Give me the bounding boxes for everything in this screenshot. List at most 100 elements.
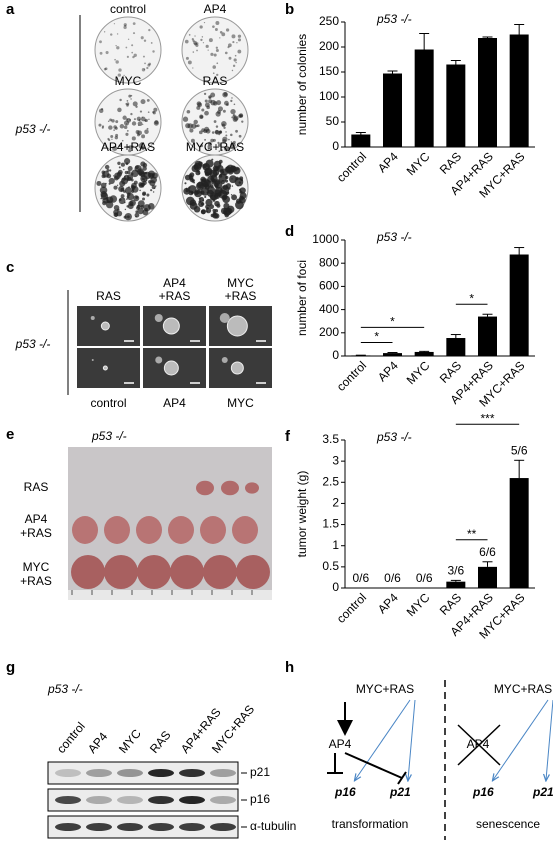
colony: [139, 110, 143, 113]
row-label: +RAS: [20, 574, 52, 588]
colony: [114, 135, 119, 140]
tumor: [168, 516, 194, 544]
colony: [113, 125, 117, 129]
panel-label: c: [6, 259, 14, 276]
colony: [110, 33, 113, 36]
colony: [132, 101, 138, 107]
colony: [212, 72, 215, 75]
colony: [235, 169, 237, 172]
colony: [142, 166, 147, 171]
colony: [209, 192, 219, 201]
band: [86, 796, 112, 804]
colony: [219, 30, 223, 34]
lane-label: control: [54, 719, 88, 756]
significance-label: ***: [480, 411, 494, 425]
colony: [118, 144, 122, 148]
colony: [133, 195, 140, 202]
colony: [204, 110, 209, 116]
y-tick-label: 1000: [312, 232, 339, 246]
colony: [146, 98, 150, 102]
colony: [118, 166, 121, 169]
colony: [105, 196, 109, 200]
colony: [229, 175, 237, 184]
colony: [203, 21, 206, 24]
incidence-label: 0/6: [352, 571, 369, 585]
x-tick-label: control: [334, 358, 369, 393]
colony: [115, 120, 119, 124]
colony: [237, 49, 242, 54]
tumor: [72, 516, 98, 544]
caption: senescence: [476, 817, 540, 831]
colony: [130, 98, 132, 100]
colony: [100, 321, 110, 331]
colony: [205, 198, 213, 206]
colony: [204, 102, 210, 108]
colony: [101, 125, 105, 128]
colony: [222, 136, 228, 142]
colony: [194, 35, 196, 37]
incidence-label: 0/6: [416, 571, 433, 585]
colony: [221, 123, 225, 127]
x-tick-label: AP4: [375, 149, 401, 175]
colony: [208, 95, 212, 99]
column-label: RAS: [96, 289, 121, 303]
colony: [237, 34, 242, 38]
colony: [219, 162, 222, 165]
colony: [230, 194, 233, 196]
colony: [114, 172, 121, 180]
colony: [231, 194, 238, 201]
colony: [123, 74, 125, 77]
y-tick-label: 1.5: [322, 517, 339, 531]
colony: [140, 161, 146, 167]
band: [210, 796, 236, 804]
tumor: [221, 480, 239, 496]
colony: [145, 179, 148, 181]
colony: [163, 360, 179, 376]
colony: [122, 115, 127, 120]
plate-label: RAS: [203, 74, 228, 88]
colony: [202, 42, 205, 44]
colony: [106, 169, 110, 173]
colony: [99, 186, 108, 194]
inhibition: [327, 753, 343, 774]
colony: [102, 365, 108, 371]
colony: [215, 125, 219, 128]
colony: [223, 92, 228, 97]
incidence-label: 3/6: [447, 564, 464, 578]
colony: [126, 170, 131, 175]
colony: [152, 110, 155, 114]
colony: [126, 55, 129, 58]
band-label: p21: [250, 765, 270, 779]
colony: [133, 118, 136, 121]
colony: [231, 69, 234, 72]
colony: [231, 34, 236, 39]
colony: [210, 52, 214, 56]
band: [210, 823, 236, 831]
band: [179, 796, 205, 804]
colony: [150, 189, 153, 192]
colony: [188, 34, 191, 36]
colony: [133, 53, 137, 57]
colony: [214, 180, 223, 189]
colony: [238, 113, 244, 118]
panel-label: g: [6, 659, 15, 676]
colony: [240, 179, 243, 182]
colony: [120, 187, 125, 192]
colony: [225, 131, 227, 133]
colony: [146, 127, 149, 130]
band: [117, 769, 143, 777]
colony: [137, 121, 143, 127]
colony: [140, 142, 143, 145]
colony: [220, 173, 223, 176]
y-tick-label: 3: [332, 453, 339, 467]
colony: [213, 120, 217, 123]
colony: [224, 100, 229, 106]
bar: [446, 338, 466, 356]
tumor: [245, 482, 259, 494]
colony: [185, 56, 189, 60]
colony: [140, 36, 144, 40]
colony: [207, 144, 213, 150]
bar: [509, 34, 529, 147]
blot: [47, 788, 239, 812]
